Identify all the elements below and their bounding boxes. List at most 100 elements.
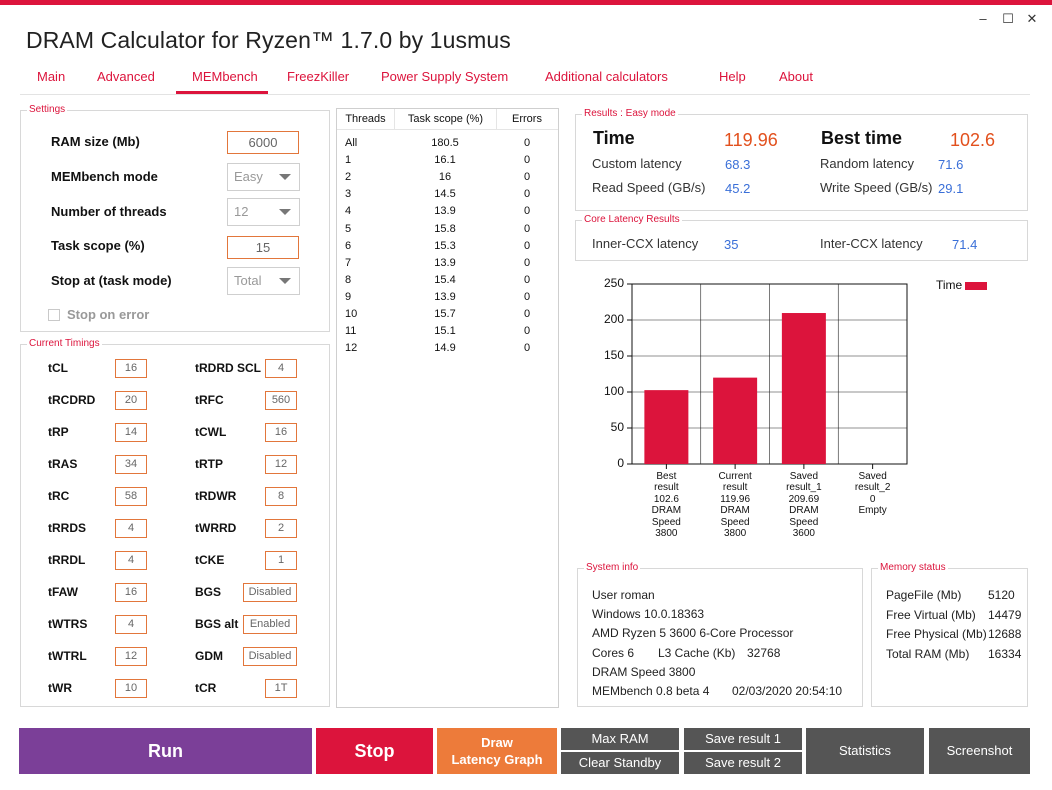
timing-value[interactable]: 14 bbox=[115, 423, 147, 442]
table-cell-errors: 0 bbox=[523, 256, 531, 269]
draw-latency-graph-button[interactable]: Draw Latency Graph bbox=[437, 728, 557, 774]
timing-label: tCL bbox=[48, 361, 68, 375]
table-cell-scope: 13.9 bbox=[434, 205, 456, 218]
membench-mode-value: Easy bbox=[234, 169, 263, 184]
inter-ccx-label: Inter-CCX latency bbox=[820, 236, 923, 251]
timing-label: tWRRD bbox=[195, 521, 237, 535]
tab-about[interactable]: About bbox=[779, 69, 813, 84]
ram-size-input[interactable]: 6000 bbox=[227, 131, 299, 154]
timing-value[interactable]: Enabled bbox=[243, 615, 297, 634]
timing-value[interactable]: 16 bbox=[115, 583, 147, 602]
screenshot-button[interactable]: Screenshot bbox=[929, 728, 1030, 774]
draw-latency-graph-line2: Latency Graph bbox=[451, 752, 543, 767]
tab-help[interactable]: Help bbox=[719, 69, 746, 84]
timing-value[interactable]: 34 bbox=[115, 455, 147, 474]
timing-label: tCKE bbox=[195, 553, 225, 567]
system-info-legend: System info bbox=[584, 562, 641, 573]
inter-ccx-value: 71.4 bbox=[952, 237, 978, 252]
threads-select[interactable]: 12 bbox=[227, 198, 300, 226]
table-cell-errors: 0 bbox=[523, 290, 531, 303]
timing-label: tRTP bbox=[195, 457, 223, 471]
stop-button[interactable]: Stop bbox=[316, 728, 433, 774]
table-cell-errors: 0 bbox=[523, 222, 531, 235]
legend-time-swatch bbox=[965, 282, 987, 290]
timing-value[interactable]: 560 bbox=[265, 391, 297, 410]
x-category-line: Saved bbox=[789, 471, 819, 482]
membench-mode-select[interactable]: Easy bbox=[227, 163, 300, 191]
tab-freezkiller[interactable]: FreezKiller bbox=[287, 69, 350, 84]
timing-value[interactable]: 16 bbox=[115, 359, 147, 378]
table-cell-scope: 15.8 bbox=[434, 222, 456, 235]
write-speed-label: Write Speed (GB/s) bbox=[820, 180, 933, 195]
y-tick-label: 150 bbox=[603, 348, 624, 362]
save-result-2-button[interactable]: Save result 2 bbox=[684, 752, 802, 774]
system-l3-value: 32768 bbox=[747, 646, 781, 660]
statistics-button[interactable]: Statistics bbox=[806, 728, 924, 774]
stop-on-error-checkbox[interactable] bbox=[48, 309, 60, 321]
x-category-line: 3800 bbox=[724, 528, 747, 540]
timing-label: tWTRS bbox=[48, 617, 88, 631]
inner-ccx-value: 35 bbox=[724, 237, 739, 252]
time-value: 119.96 bbox=[724, 130, 778, 150]
stop-at-select[interactable]: Total bbox=[227, 267, 300, 295]
x-category-label: Best result 102.6 DRAM Speed 3800 bbox=[638, 471, 694, 539]
read-speed-label: Read Speed (GB/s) bbox=[592, 180, 706, 195]
table-cell-thread: 1 bbox=[345, 154, 352, 167]
x-category-line: 3600 bbox=[792, 528, 815, 540]
run-button[interactable]: Run bbox=[19, 728, 312, 774]
tab-advanced[interactable]: Advanced bbox=[97, 69, 155, 84]
timing-value[interactable]: 12 bbox=[115, 647, 147, 666]
x-category-line: result_2 bbox=[854, 482, 891, 494]
timing-value[interactable]: 1 bbox=[265, 551, 297, 570]
timing-value[interactable]: 16 bbox=[265, 423, 297, 442]
timing-value[interactable]: 2 bbox=[265, 519, 297, 538]
table-cell-scope: 16.1 bbox=[434, 154, 456, 167]
task-scope-input[interactable]: 15 bbox=[227, 236, 299, 259]
timing-value[interactable]: 12 bbox=[265, 455, 297, 474]
close-icon[interactable]: ✕ bbox=[1026, 11, 1038, 26]
x-category-label: Current result 119.96 DRAM Speed 3800 bbox=[707, 471, 763, 539]
x-category-line: Speed bbox=[720, 516, 750, 528]
table-cell-scope: 16 bbox=[438, 171, 452, 184]
timing-value[interactable]: 58 bbox=[115, 487, 147, 506]
results-legend: Results : Easy mode bbox=[582, 108, 678, 119]
stop-at-label: Stop at (task mode) bbox=[51, 273, 172, 288]
table-cell-errors: 0 bbox=[523, 154, 531, 167]
y-tick-label: 250 bbox=[603, 276, 624, 290]
timing-value[interactable]: Disabled bbox=[243, 583, 297, 602]
timing-value[interactable]: 20 bbox=[115, 391, 147, 410]
tab-membench[interactable]: MEMbench bbox=[176, 69, 268, 94]
maximize-icon[interactable]: ☐ bbox=[1002, 11, 1014, 26]
chart-svg bbox=[627, 283, 908, 469]
tab-main[interactable]: Main bbox=[37, 69, 66, 84]
tab-power-supply-system[interactable]: Power Supply System bbox=[381, 69, 509, 84]
header-threads: Threads bbox=[337, 109, 395, 129]
y-tick-label: 0 bbox=[617, 456, 624, 470]
timing-value[interactable]: 4 bbox=[115, 519, 147, 538]
max-ram-button[interactable]: Max RAM bbox=[561, 728, 679, 750]
write-speed-value: 29.1 bbox=[938, 181, 964, 196]
x-category-line: Saved bbox=[858, 471, 887, 482]
timing-value[interactable]: 4 bbox=[115, 551, 147, 570]
clear-standby-button[interactable]: Clear Standby bbox=[561, 752, 679, 774]
timing-value[interactable]: 8 bbox=[265, 487, 297, 506]
random-latency-value: 71.6 bbox=[938, 157, 964, 172]
chevron-down-icon bbox=[279, 209, 291, 215]
system-user: User roman bbox=[592, 588, 655, 602]
timing-value[interactable]: 10 bbox=[115, 679, 147, 698]
system-membench-version: MEMbench 0.8 beta 4 bbox=[592, 684, 710, 698]
timing-value[interactable]: Disabled bbox=[243, 647, 297, 666]
memory-label: PageFile (Mb) bbox=[886, 588, 962, 602]
timing-value[interactable]: 4 bbox=[265, 359, 297, 378]
minimize-icon[interactable]: – bbox=[979, 11, 987, 26]
timing-value[interactable]: 1T bbox=[265, 679, 297, 698]
save-result-1-button[interactable]: Save result 1 bbox=[684, 728, 802, 750]
timing-label: tRRDS bbox=[48, 521, 86, 535]
task-scope-label: Task scope (%) bbox=[51, 238, 145, 253]
table-cell-errors: 0 bbox=[523, 171, 531, 184]
tab-additional-calculators[interactable]: Additional calculators bbox=[545, 69, 668, 84]
ram-size-label: RAM size (Mb) bbox=[51, 134, 140, 149]
table-cell-scope: 15.7 bbox=[434, 308, 456, 320]
timing-value[interactable]: 4 bbox=[115, 615, 147, 634]
threads-value: 12 bbox=[234, 204, 249, 219]
